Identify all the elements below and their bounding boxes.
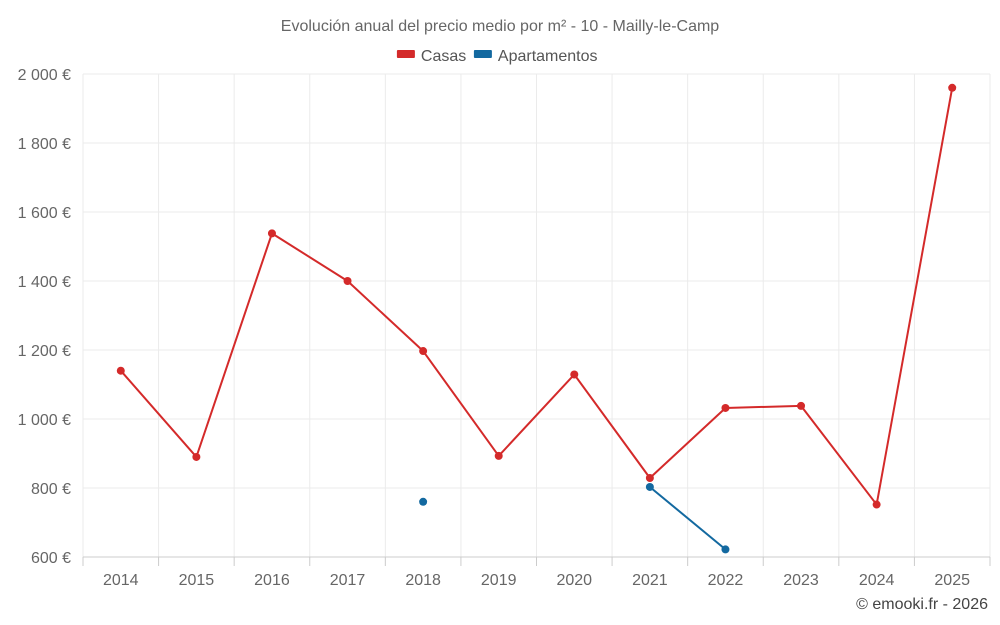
x-tick-label: 2019 [481, 572, 517, 589]
series-line-segment [573, 373, 651, 479]
credit-text: © emooki.fr - 2026 [856, 596, 988, 613]
data-point[interactable] [570, 370, 579, 379]
data-point[interactable] [721, 403, 730, 412]
series-apartamentos [419, 482, 730, 554]
data-point[interactable] [419, 347, 428, 356]
x-tick-label: 2024 [859, 572, 895, 589]
legend-label: Casas [421, 48, 466, 65]
x-tick-label: 2015 [179, 572, 215, 589]
series-line-segment [195, 232, 273, 458]
y-tick-label: 1 400 € [18, 274, 71, 291]
series-line-segment [346, 280, 425, 353]
data-point[interactable] [645, 473, 654, 482]
legend-label: Apartamentos [498, 48, 598, 65]
data-point[interactable] [267, 229, 276, 238]
series-line-segment [800, 404, 878, 506]
x-tick-label: 2021 [632, 572, 668, 589]
y-tick-label: 2 000 € [18, 67, 71, 84]
x-tick-label: 2017 [330, 572, 366, 589]
data-point[interactable] [419, 497, 428, 506]
series-line-segment [724, 404, 803, 409]
data-point[interactable] [192, 452, 201, 461]
series-line-segment [119, 369, 198, 458]
y-tick-label: 1 800 € [18, 136, 71, 153]
series-line-segment [497, 373, 576, 457]
y-tick-label: 600 € [31, 550, 71, 567]
series-line-segment [648, 485, 727, 551]
series-layer [116, 83, 957, 554]
x-tick-label: 2018 [405, 572, 441, 589]
legend-item-apartamentos[interactable]: Apartamentos [473, 48, 598, 65]
data-point[interactable] [872, 500, 881, 509]
y-tick-label: 800 € [31, 481, 71, 498]
data-point[interactable] [645, 482, 654, 491]
data-point[interactable] [721, 545, 730, 554]
chart-title: Evolución anual del precio medio por m² … [281, 18, 720, 35]
data-point[interactable] [343, 277, 352, 285]
gridlines [82, 73, 991, 557]
axes [82, 556, 991, 566]
series-casas [116, 83, 957, 509]
x-tick-label: 2016 [254, 572, 290, 589]
x-tick-label: 2023 [783, 572, 819, 589]
series-line-segment [270, 232, 349, 282]
legend-item-casas[interactable]: Casas [396, 48, 466, 65]
data-point[interactable] [797, 401, 806, 410]
data-point[interactable] [948, 83, 957, 92]
x-tick-label: 2022 [708, 572, 744, 589]
x-tick-label: 2025 [934, 572, 970, 589]
y-axis-ticks: 600 € 800 € 1 000 € 1 200 € 1 400 € 1 600 € 1 … [18, 67, 71, 567]
legend-swatch [396, 50, 415, 58]
x-tick-label: 2020 [556, 572, 592, 589]
y-tick-label: 1 200 € [18, 343, 71, 360]
data-point[interactable] [116, 366, 125, 375]
series-line-segment [875, 86, 954, 506]
y-tick-label: 1 600 € [18, 205, 71, 222]
x-tick-label: 2014 [103, 572, 139, 589]
series-line-segment [648, 406, 727, 479]
x-axis-ticks: 2014 2015 2016 2017 2018 2019 2020 2021 2022 2023… [103, 572, 970, 589]
y-tick-label: 1 000 € [18, 412, 71, 429]
legend[interactable]: Casas Apartamentos [396, 48, 598, 65]
series-line-segment [422, 350, 500, 457]
data-point[interactable] [494, 451, 503, 460]
legend-swatch [473, 50, 492, 58]
